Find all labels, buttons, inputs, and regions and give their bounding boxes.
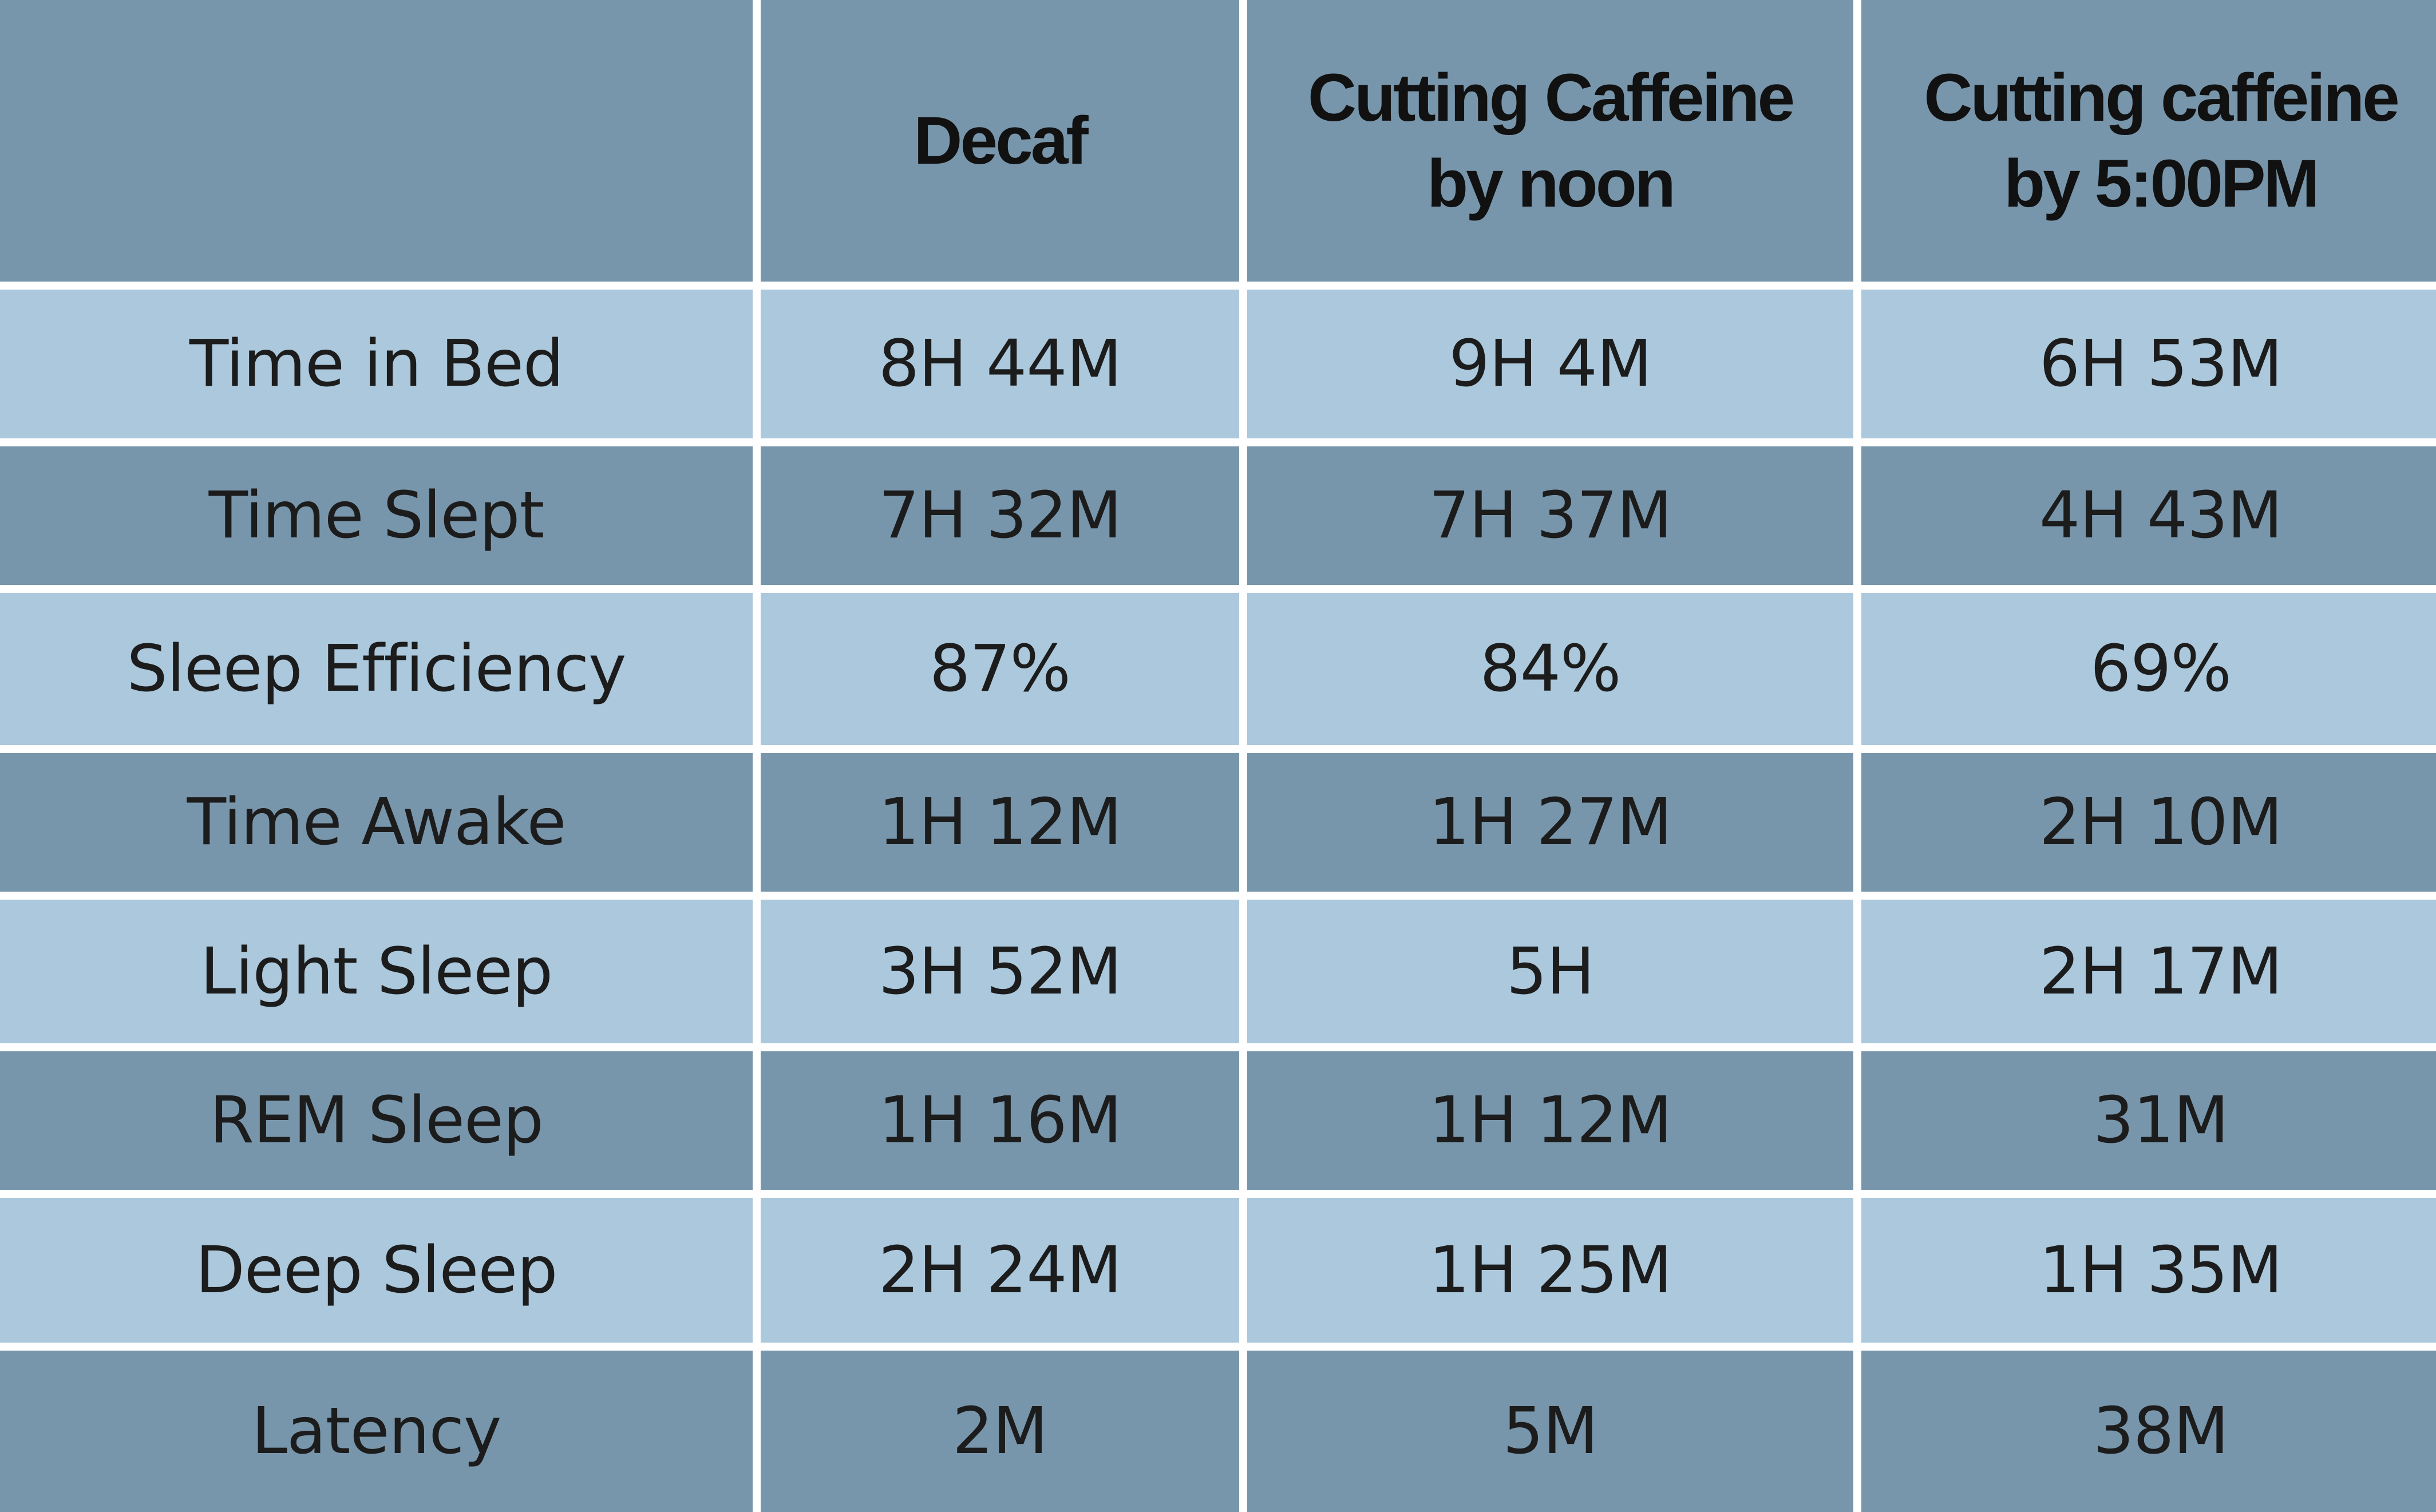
table-cell-decaf: 87% — [761, 593, 1239, 745]
row-label: Light Sleep — [0, 900, 753, 1043]
table-cell-cutting-5pm: 4H 43M — [1861, 446, 2436, 585]
header-cutting-5pm-label: Cutting caffeine by 5:00PM — [1924, 55, 2400, 227]
table-cell-decaf: 1H 12M — [761, 753, 1239, 892]
row-label: Deep Sleep — [0, 1198, 753, 1343]
row-label: Time Slept — [0, 446, 753, 585]
table-cell-cutting-5pm: 31M — [1861, 1051, 2436, 1190]
table-cell-decaf: 2H 24M — [761, 1198, 1239, 1343]
header-decaf: Decaf — [761, 0, 1239, 282]
table-cell-cutting-noon: 7H 37M — [1247, 446, 1853, 585]
table-cell-decaf: 3H 52M — [761, 900, 1239, 1043]
header-cutting-5pm-line2: by 5:00PM — [2004, 146, 2320, 221]
table-cell-cutting-noon: 1H 27M — [1247, 753, 1853, 892]
table-cell-cutting-5pm: 1H 35M — [1861, 1198, 2436, 1343]
table-cell-cutting-5pm: 2H 17M — [1861, 900, 2436, 1043]
header-cutting-noon-line2: by noon — [1427, 146, 1676, 221]
table-cell-cutting-5pm: 38M — [1861, 1351, 2436, 1512]
row-label: Latency — [0, 1351, 753, 1512]
table-cell-decaf: 2M — [761, 1351, 1239, 1512]
header-cutting-5pm-line1: Cutting caffeine — [1924, 60, 2400, 136]
header-cutting-noon-label: Cutting Caffeine by noon — [1307, 55, 1795, 227]
table-cell-cutting-5pm: 6H 53M — [1861, 290, 2436, 438]
row-label: Sleep Efficiency — [0, 593, 753, 745]
table-cell-cutting-noon: 1H 25M — [1247, 1198, 1853, 1343]
table-cell-cutting-noon: 9H 4M — [1247, 290, 1853, 438]
header-corner-cell — [0, 0, 753, 282]
row-label: REM Sleep — [0, 1051, 753, 1190]
table-cell-cutting-noon: 1H 12M — [1247, 1051, 1853, 1190]
table-cell-cutting-5pm: 2H 10M — [1861, 753, 2436, 892]
table-cell-decaf: 1H 16M — [761, 1051, 1239, 1190]
table-cell-cutting-noon: 5H — [1247, 900, 1853, 1043]
table-cell-cutting-5pm: 69% — [1861, 593, 2436, 745]
header-cutting-noon: Cutting Caffeine by noon — [1247, 0, 1853, 282]
header-cutting-noon-line1: Cutting Caffeine — [1307, 60, 1795, 136]
table-cell-decaf: 7H 32M — [761, 446, 1239, 585]
table-cell-decaf: 8H 44M — [761, 290, 1239, 438]
row-label: Time Awake — [0, 753, 753, 892]
header-cutting-5pm: Cutting caffeine by 5:00PM — [1861, 0, 2436, 282]
table-cell-cutting-noon: 84% — [1247, 593, 1853, 745]
table-cell-cutting-noon: 5M — [1247, 1351, 1853, 1512]
row-label: Time in Bed — [0, 290, 753, 438]
header-decaf-label: Decaf — [913, 103, 1088, 179]
